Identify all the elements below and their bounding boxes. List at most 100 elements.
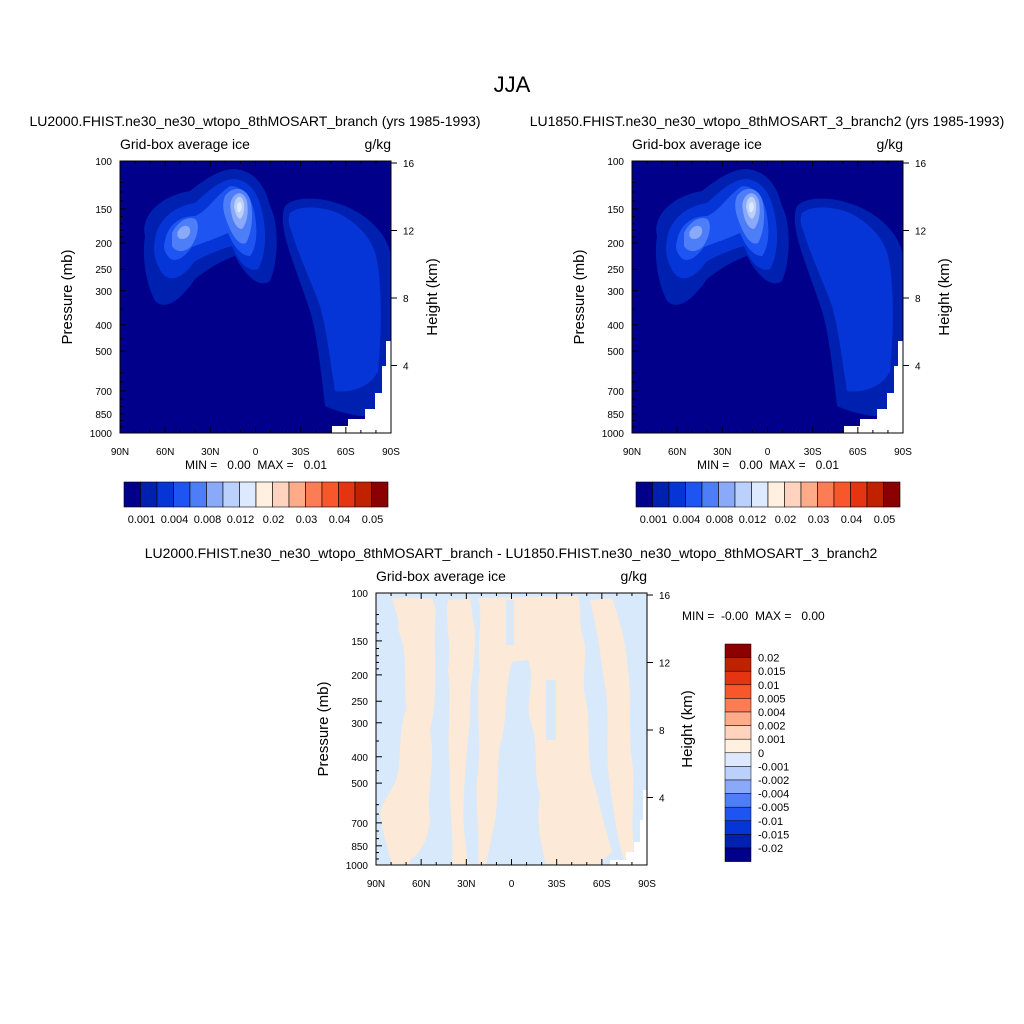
panel-b-y2tick-label: 8 <box>915 294 921 305</box>
panel-b-colorbar-swatch <box>784 481 802 508</box>
panel-b-ytick-label: 1000 <box>602 429 625 440</box>
panel-a-xtick-label: 90S <box>382 447 400 458</box>
panel-b-colorbar-swatch <box>635 481 653 508</box>
panel-a-ytick-label: 850 <box>95 410 112 421</box>
panel-b-colorbar-swatch <box>718 481 736 508</box>
panel-c-ytick-label: 150 <box>351 637 368 648</box>
panel-b-colorbar-label: 0.012 <box>739 514 767 526</box>
panel-c-xtick-label: 0 <box>509 879 515 890</box>
panel-a-xtick-label: 60S <box>337 447 355 458</box>
panel-a-colorbar-label: 0.03 <box>296 514 317 526</box>
panel-b-xtick-label: 30N <box>713 447 731 458</box>
panel-c-ytick-label: 1000 <box>346 861 369 872</box>
panel-a-ytick-label: 300 <box>95 287 112 298</box>
panel-c-colorbar-swatch <box>724 725 752 740</box>
panel-b-colorbar-swatch <box>751 481 769 508</box>
panel-b-colorbar-swatch <box>866 481 884 508</box>
panel-b-xtick-label: 60N <box>668 447 686 458</box>
panel-a-ytick-label: 400 <box>95 321 112 332</box>
panel-c-colorbar-label: -0.002 <box>758 775 789 787</box>
panel-a-colorbar-swatch <box>338 481 356 508</box>
panel-b-contour-field <box>632 161 903 433</box>
panel-c-colorbar-swatch <box>724 752 752 767</box>
panel-a-colorbar-swatch <box>288 481 306 508</box>
panel-b-colorbar-label: 0.004 <box>673 514 701 526</box>
panel-b: LU1850.FHIST.ne30_ne30_wtopo_8thMOSART_3… <box>530 113 1004 526</box>
panel-c-contour-field <box>376 593 647 865</box>
panel-c-xtick-label: 90S <box>638 879 656 890</box>
panel-a-ytick-label: 1000 <box>90 429 113 440</box>
panel-c-y2tick-label: 8 <box>659 726 665 737</box>
panel-b-y2tick-label: 12 <box>915 226 927 237</box>
panel-b-right-label: g/kg <box>877 136 903 152</box>
panel-b-colorbar-swatch <box>800 481 818 508</box>
panel-a-axes: 100 150 200 250 300 400 500 700 850 1000 16 12 8 4 90N… <box>90 157 415 458</box>
panel-c-colorbar-label: -0.001 <box>758 761 789 773</box>
panel-c-colorbar-swatch <box>724 820 752 835</box>
panel-c-xtick-label: 30N <box>457 879 475 890</box>
panel-b-ytick-label: 150 <box>607 205 624 216</box>
panel-a-ytick-label: 250 <box>95 265 112 276</box>
panel-a-contour-field <box>120 161 391 433</box>
panel-c-colorbar-label: 0.001 <box>758 734 786 746</box>
panel-a-title: LU2000.FHIST.ne30_ne30_wtopo_8thMOSART_b… <box>29 113 480 129</box>
panel-c: LU2000.FHIST.ne30_ne30_wtopo_8thMOSART_b… <box>145 545 878 890</box>
panel-b-colorbar-label: 0.05 <box>874 514 895 526</box>
panel-c-colorbar-swatch <box>724 711 752 726</box>
panel-a: LU2000.FHIST.ne30_ne30_wtopo_8thMOSART_b… <box>29 113 480 526</box>
panel-b-axes: 100 150 200 250 300 400 500 700 850 1000 16 12 8 4 90N… <box>602 157 927 458</box>
panel-a-colorbar-label: 0.04 <box>329 514 350 526</box>
panel-b-ytick-label: 400 <box>607 321 624 332</box>
panel-b-colorbar-swatch <box>850 481 868 508</box>
panel-c-ylabel: Pressure (mb) <box>315 681 332 776</box>
panel-b-ytick-label: 250 <box>607 265 624 276</box>
panel-b-y2tick-label: 4 <box>915 361 921 372</box>
panel-c-colorbar-swatch <box>724 793 752 808</box>
panel-a-colorbar-swatch <box>371 481 389 508</box>
panel-c-colorbar-label: -0.01 <box>758 816 783 828</box>
panel-c-colorbar-label: 0.01 <box>758 680 779 692</box>
panel-a-ytick-label: 700 <box>95 387 112 398</box>
panel-c-colorbar-label: -0.005 <box>758 802 789 814</box>
panel-a-colorbar-swatch <box>354 481 372 508</box>
panel-b-ytick-label: 200 <box>607 239 624 250</box>
panel-b-ytick-label: 850 <box>607 410 624 421</box>
panel-c-colorbar-label: 0 <box>758 748 764 760</box>
panel-c-y2tick-label: 12 <box>659 658 671 669</box>
panel-a-y2tick-label: 12 <box>403 226 415 237</box>
panel-b-colorbar-swatch <box>734 481 752 508</box>
panel-c-ytick-label: 700 <box>351 819 368 830</box>
panel-a-colorbar-label: 0.012 <box>227 514 255 526</box>
panel-a-ytick-label: 500 <box>95 347 112 358</box>
panel-b-stats: MIN = 0.00 MAX = 0.01 <box>697 458 839 472</box>
panel-a-colorbar-label: 0.05 <box>362 514 383 526</box>
panel-a-left-label: Grid-box average ice <box>120 136 250 152</box>
panel-c-colorbar-swatch <box>724 670 752 686</box>
panel-b-xtick-label: 60S <box>849 447 867 458</box>
panel-b-colorbar-swatch <box>767 481 785 508</box>
panel-a-colorbar-swatch <box>156 481 174 508</box>
panel-b-colorbar-swatch <box>817 481 835 508</box>
panel-c-colorbar-label: 0.005 <box>758 693 786 705</box>
panel-a-right-label: g/kg <box>365 136 391 152</box>
panel-b-colorbar-label: 0.02 <box>775 514 796 526</box>
panel-c-colorbar-label: 0.02 <box>758 653 779 665</box>
panel-c-title: LU2000.FHIST.ne30_ne30_wtopo_8thMOSART_b… <box>145 545 878 561</box>
panel-c-colorbar-swatch <box>724 834 752 849</box>
panel-c-ytick-label: 400 <box>351 753 368 764</box>
panel-c-xtick-label: 60S <box>593 879 611 890</box>
panel-b-title: LU1850.FHIST.ne30_ne30_wtopo_8thMOSART_3… <box>530 113 1004 129</box>
panel-c-colorbar-swatch <box>724 698 752 713</box>
panel-a-ytick-label: 200 <box>95 239 112 250</box>
panel-b-xtick-label: 90S <box>894 447 912 458</box>
panel-c-ytick-label: 250 <box>351 697 368 708</box>
panel-b-xtick-label: 0 <box>765 447 771 458</box>
panel-b-colorbar-swatch <box>652 481 670 508</box>
panel-a-colorbar-swatch <box>206 481 224 508</box>
panel-a-colorbar: 0.001 0.004 0.008 0.012 0.02 0.03 0.04 0.05 <box>123 481 389 526</box>
panel-b-y2label: Height (km) <box>936 258 953 336</box>
panel-b-y2tick-label: 16 <box>915 159 927 170</box>
panel-a-colorbar-swatch <box>321 481 339 508</box>
panel-c-xtick-label: 30S <box>548 879 566 890</box>
